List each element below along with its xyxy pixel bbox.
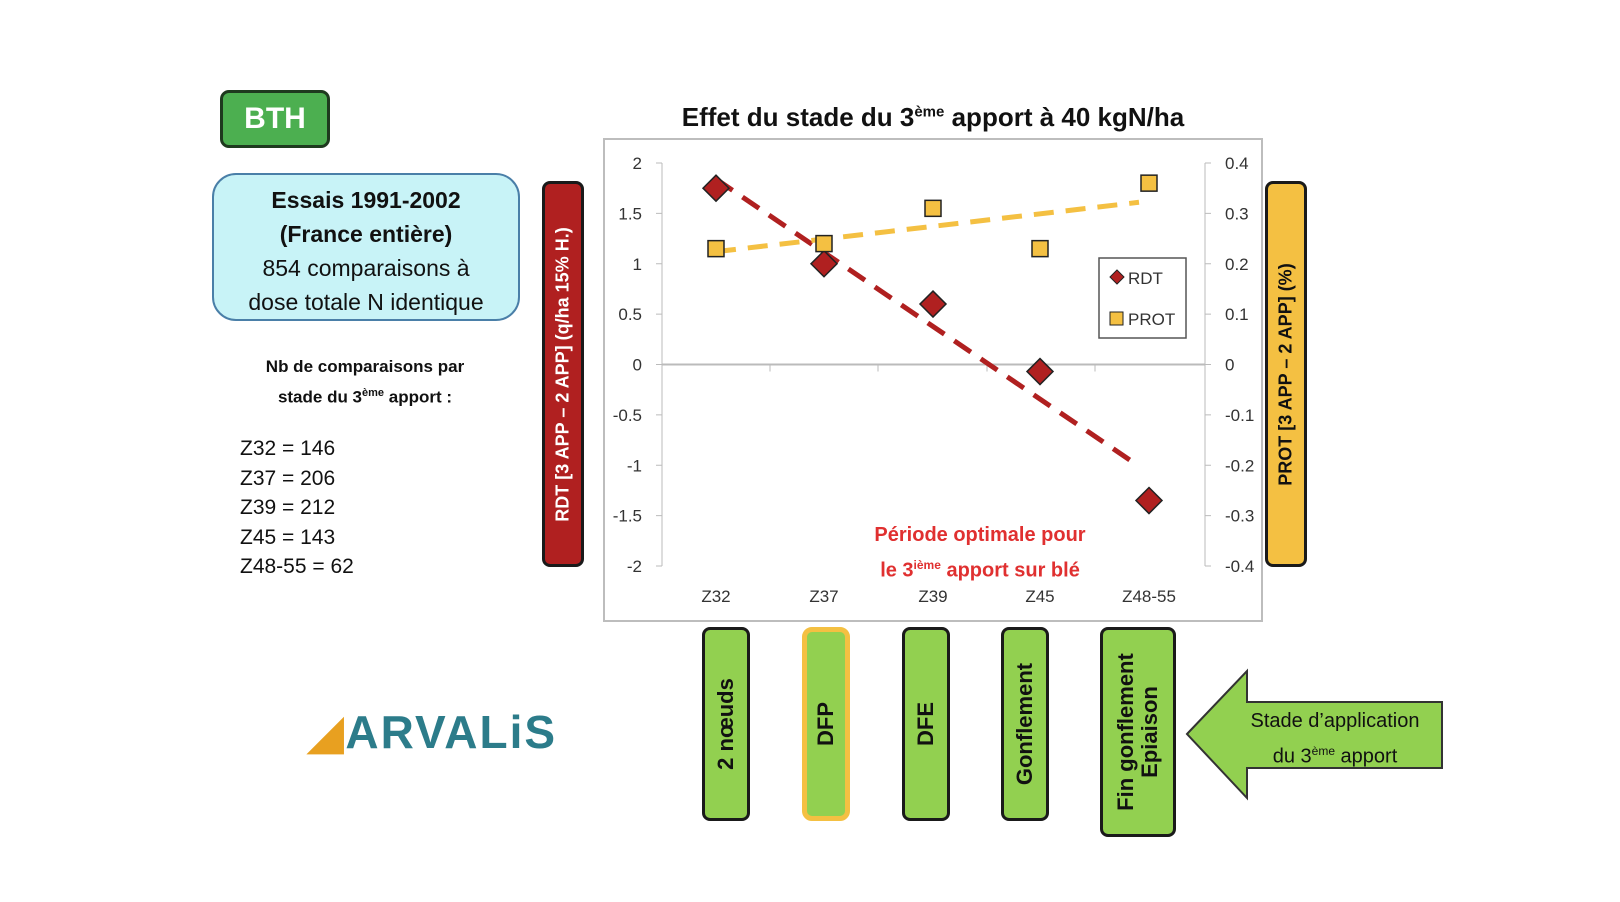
arrow-left-icon [1185,668,1443,801]
stage-2-noeuds: 2 nœuds [702,627,750,821]
annotation: Période optimale pour le 3ième apport su… [850,520,1110,586]
arvalis-logo: ◢ARVALiS [308,706,558,758]
t: apport sur blé [940,559,1080,582]
stage-dfe: DFE [902,627,950,821]
legend-prot-label: PROT [1128,310,1175,329]
point-prot [1031,239,1049,258]
sup: ème [362,387,385,399]
legend-rdt-label: RDT [1128,269,1163,288]
stage-gonflement: Gonflement [1001,627,1049,821]
y-tick-label: 0 [633,356,642,375]
point-rdt [1025,357,1055,386]
count-item: Z39 = 212 [240,496,336,519]
stage-label: Gonflement [1012,662,1038,786]
count-item: Z37 = 206 [240,466,336,490]
y-tick-label: 0.5 [618,305,642,324]
t: le 3 [880,559,914,582]
t: Effet du stade du 3 [681,102,915,132]
y2-tick-label: 0 [1225,356,1234,375]
x-tick-label: Z32 [701,587,730,606]
x-tick-label: Z39 [918,587,947,606]
y2-tick-label: -0.1 [1225,406,1254,425]
count-item: Z32 = 146 [240,437,336,460]
bth-badge: BTH [220,90,330,148]
t: apport à 40 kgN/ha [944,102,1185,132]
logo-text: ARVALiS [345,706,558,758]
arrow-text: Stade d’application du 3ème apport [1230,706,1440,772]
y-tick-label: -1 [627,456,642,475]
y-axis-label-box: RDT [3 APP – 2 APP] (q/ha 15% H.) [542,181,584,567]
info-line2: (France entière) [279,221,453,247]
info-line3: 854 comparaisons à [262,255,470,281]
sup: ème [1311,744,1335,758]
t: du 3 [1272,745,1312,768]
stage-label: Fin gonflement Epiaison [1113,653,1162,811]
y-tick-label: -1.5 [613,507,642,526]
arrow-line2: du 3ème apport [1230,736,1440,772]
info-line1: Essais 1991-2002 [271,187,461,213]
y2-tick-label: -0.3 [1225,507,1254,526]
point-rdt [809,249,839,278]
info-box: Essais 1991-2002 (France entière) 854 co… [212,173,520,321]
t: stade du 3 [277,387,363,407]
point-rdt [918,289,948,319]
arrow-line1: Stade d’application [1250,710,1420,732]
stage-fin-gonflement: Fin gonflement Epiaison [1100,627,1176,837]
trendline-prot [715,199,1140,255]
point-prot [1140,174,1158,192]
count-item: Z48-55 = 62 [240,555,354,578]
y2-tick-label: -0.4 [1225,557,1254,576]
y2-tick-label: 0.4 [1225,154,1249,173]
y2-axis-label-box: PROT [3 APP – 2 APP] (%) [1265,181,1307,567]
counts-heading: Nb de comparaisons par stade du 3ème app… [230,354,500,411]
x-tick-label: Z48-55 [1122,587,1176,606]
stage-dfp: DFP [802,627,850,821]
y-tick-label: -0.5 [613,406,642,425]
point-rdt [701,174,731,203]
sup: ème [914,103,945,121]
annotation-line2: le 3ième apport sur blé [850,550,1110,586]
chart-frame [603,138,1263,622]
chart-title: Effet du stade du 3ème apport à 40 kgN/h… [603,102,1263,133]
counts-list: Z32 = 146 Z37 = 206 Z39 = 212 Z45 = 143 … [240,434,354,582]
y2-tick-label: -0.2 [1225,456,1254,475]
y-tick-label: -2 [627,557,642,576]
point-rdt [1134,486,1164,515]
legend-prot-marker [1109,311,1124,326]
y-tick-label: 1.5 [618,204,642,223]
y-tick-label: 2 [633,154,642,173]
x-tick-label: Z45 [1025,587,1054,606]
y2-tick-label: 0.3 [1225,204,1249,223]
trendline-rdt [714,177,1141,469]
stage-label: DFP [813,702,838,746]
stage-label: 2 nœuds [713,678,739,770]
x-tick-label: Z37 [809,587,838,606]
annotation-line1: Période optimale pour [874,524,1086,546]
count-item: Z45 = 143 [240,525,336,549]
point-prot [707,239,725,258]
info-line4: dose totale N identique [248,289,484,315]
t: apport [1335,745,1398,768]
y2-tick-label: 0.1 [1225,305,1249,324]
y2-tick-label: 0.2 [1225,255,1249,274]
point-prot [815,234,833,253]
t: apport : [384,387,453,407]
point-prot [924,199,942,218]
counts-heading-line2: stade du 3ème apport : [230,380,500,411]
stage-label: DFE [913,702,938,746]
sup: ième [913,558,941,572]
counts-heading-line1: Nb de comparaisons par [265,357,465,376]
legend-rdt-marker [1109,269,1125,285]
y-tick-label: 1 [633,255,642,274]
